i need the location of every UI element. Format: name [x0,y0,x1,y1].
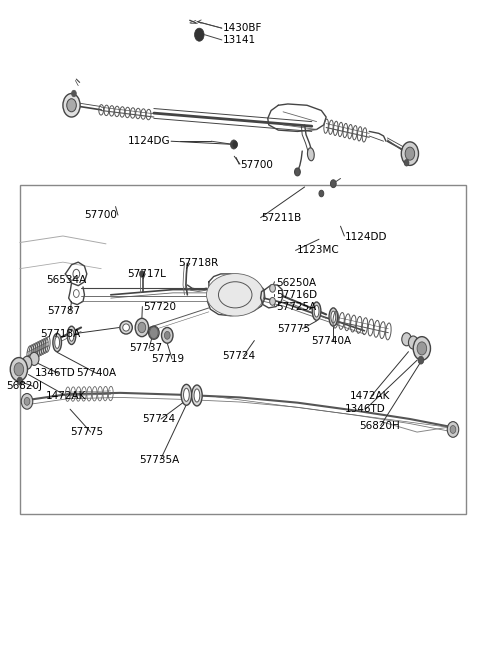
Ellipse shape [307,148,314,160]
Text: 56820H: 56820H [359,421,399,430]
Ellipse shape [120,321,132,334]
Text: 57724: 57724 [222,350,255,361]
Text: 1124DD: 1124DD [345,233,388,242]
Ellipse shape [67,326,76,345]
Circle shape [138,322,146,333]
Circle shape [233,141,238,148]
Circle shape [230,140,237,149]
Ellipse shape [206,274,264,316]
Circle shape [21,394,33,409]
Text: 57718R: 57718R [178,259,218,269]
Ellipse shape [329,308,337,326]
Circle shape [29,352,39,365]
Text: 57720: 57720 [144,301,176,312]
Circle shape [164,331,170,339]
Ellipse shape [183,388,189,402]
Circle shape [67,99,76,112]
Text: 13141: 13141 [223,35,256,45]
Ellipse shape [314,305,319,317]
Circle shape [135,318,149,337]
Ellipse shape [53,333,61,352]
Ellipse shape [192,385,202,406]
Circle shape [10,358,27,381]
Circle shape [295,168,300,176]
Circle shape [140,271,144,277]
Text: 57735A: 57735A [140,455,180,464]
Ellipse shape [194,389,200,402]
Text: 1123MC: 1123MC [297,246,339,255]
Text: 57700: 57700 [240,160,273,170]
Circle shape [418,356,424,364]
Circle shape [161,328,173,343]
Circle shape [330,179,336,187]
Text: 56534A: 56534A [46,276,86,286]
Text: 56250A: 56250A [276,278,316,288]
Text: 57211B: 57211B [262,213,302,223]
Circle shape [408,336,418,349]
Circle shape [447,422,459,438]
Ellipse shape [331,311,336,323]
Text: 57700: 57700 [84,210,117,220]
Ellipse shape [181,384,192,405]
Circle shape [194,28,204,41]
Circle shape [404,160,409,166]
Text: 1472AK: 1472AK [350,391,390,401]
Circle shape [17,377,23,385]
Text: 57737: 57737 [129,343,162,354]
Circle shape [417,342,427,355]
Text: 57718A: 57718A [40,329,80,339]
Text: 57724: 57724 [142,414,175,424]
Text: 57717L: 57717L [128,269,167,279]
Text: 1346TD: 1346TD [35,368,76,378]
Circle shape [405,147,415,160]
Bar [20,185,466,514]
Circle shape [401,142,419,166]
Circle shape [270,284,276,292]
Text: 57719: 57719 [152,354,185,364]
Ellipse shape [312,302,321,320]
Circle shape [150,327,158,339]
Circle shape [14,363,24,376]
Circle shape [450,426,456,434]
Text: 57775: 57775 [277,324,311,334]
Text: 57716D: 57716D [276,290,317,300]
Text: 57775: 57775 [70,427,103,437]
Text: 57787: 57787 [48,306,81,316]
Ellipse shape [69,329,74,341]
Text: 57740A: 57740A [311,335,351,346]
Text: 56820J: 56820J [6,381,42,391]
Ellipse shape [123,324,130,331]
Circle shape [63,94,80,117]
Ellipse shape [55,337,60,348]
Text: 1124DG: 1124DG [128,136,170,146]
Circle shape [319,190,324,196]
Text: 57725A: 57725A [276,301,316,312]
Circle shape [413,337,431,360]
Circle shape [270,297,276,305]
Circle shape [402,333,411,346]
Text: 1430BF: 1430BF [223,23,263,33]
Circle shape [24,398,30,405]
Circle shape [22,356,32,369]
Ellipse shape [149,326,159,339]
Text: 1472AK: 1472AK [46,391,86,401]
Text: 57740A: 57740A [76,368,117,378]
Text: 1346TD: 1346TD [344,404,385,414]
Circle shape [72,90,76,97]
